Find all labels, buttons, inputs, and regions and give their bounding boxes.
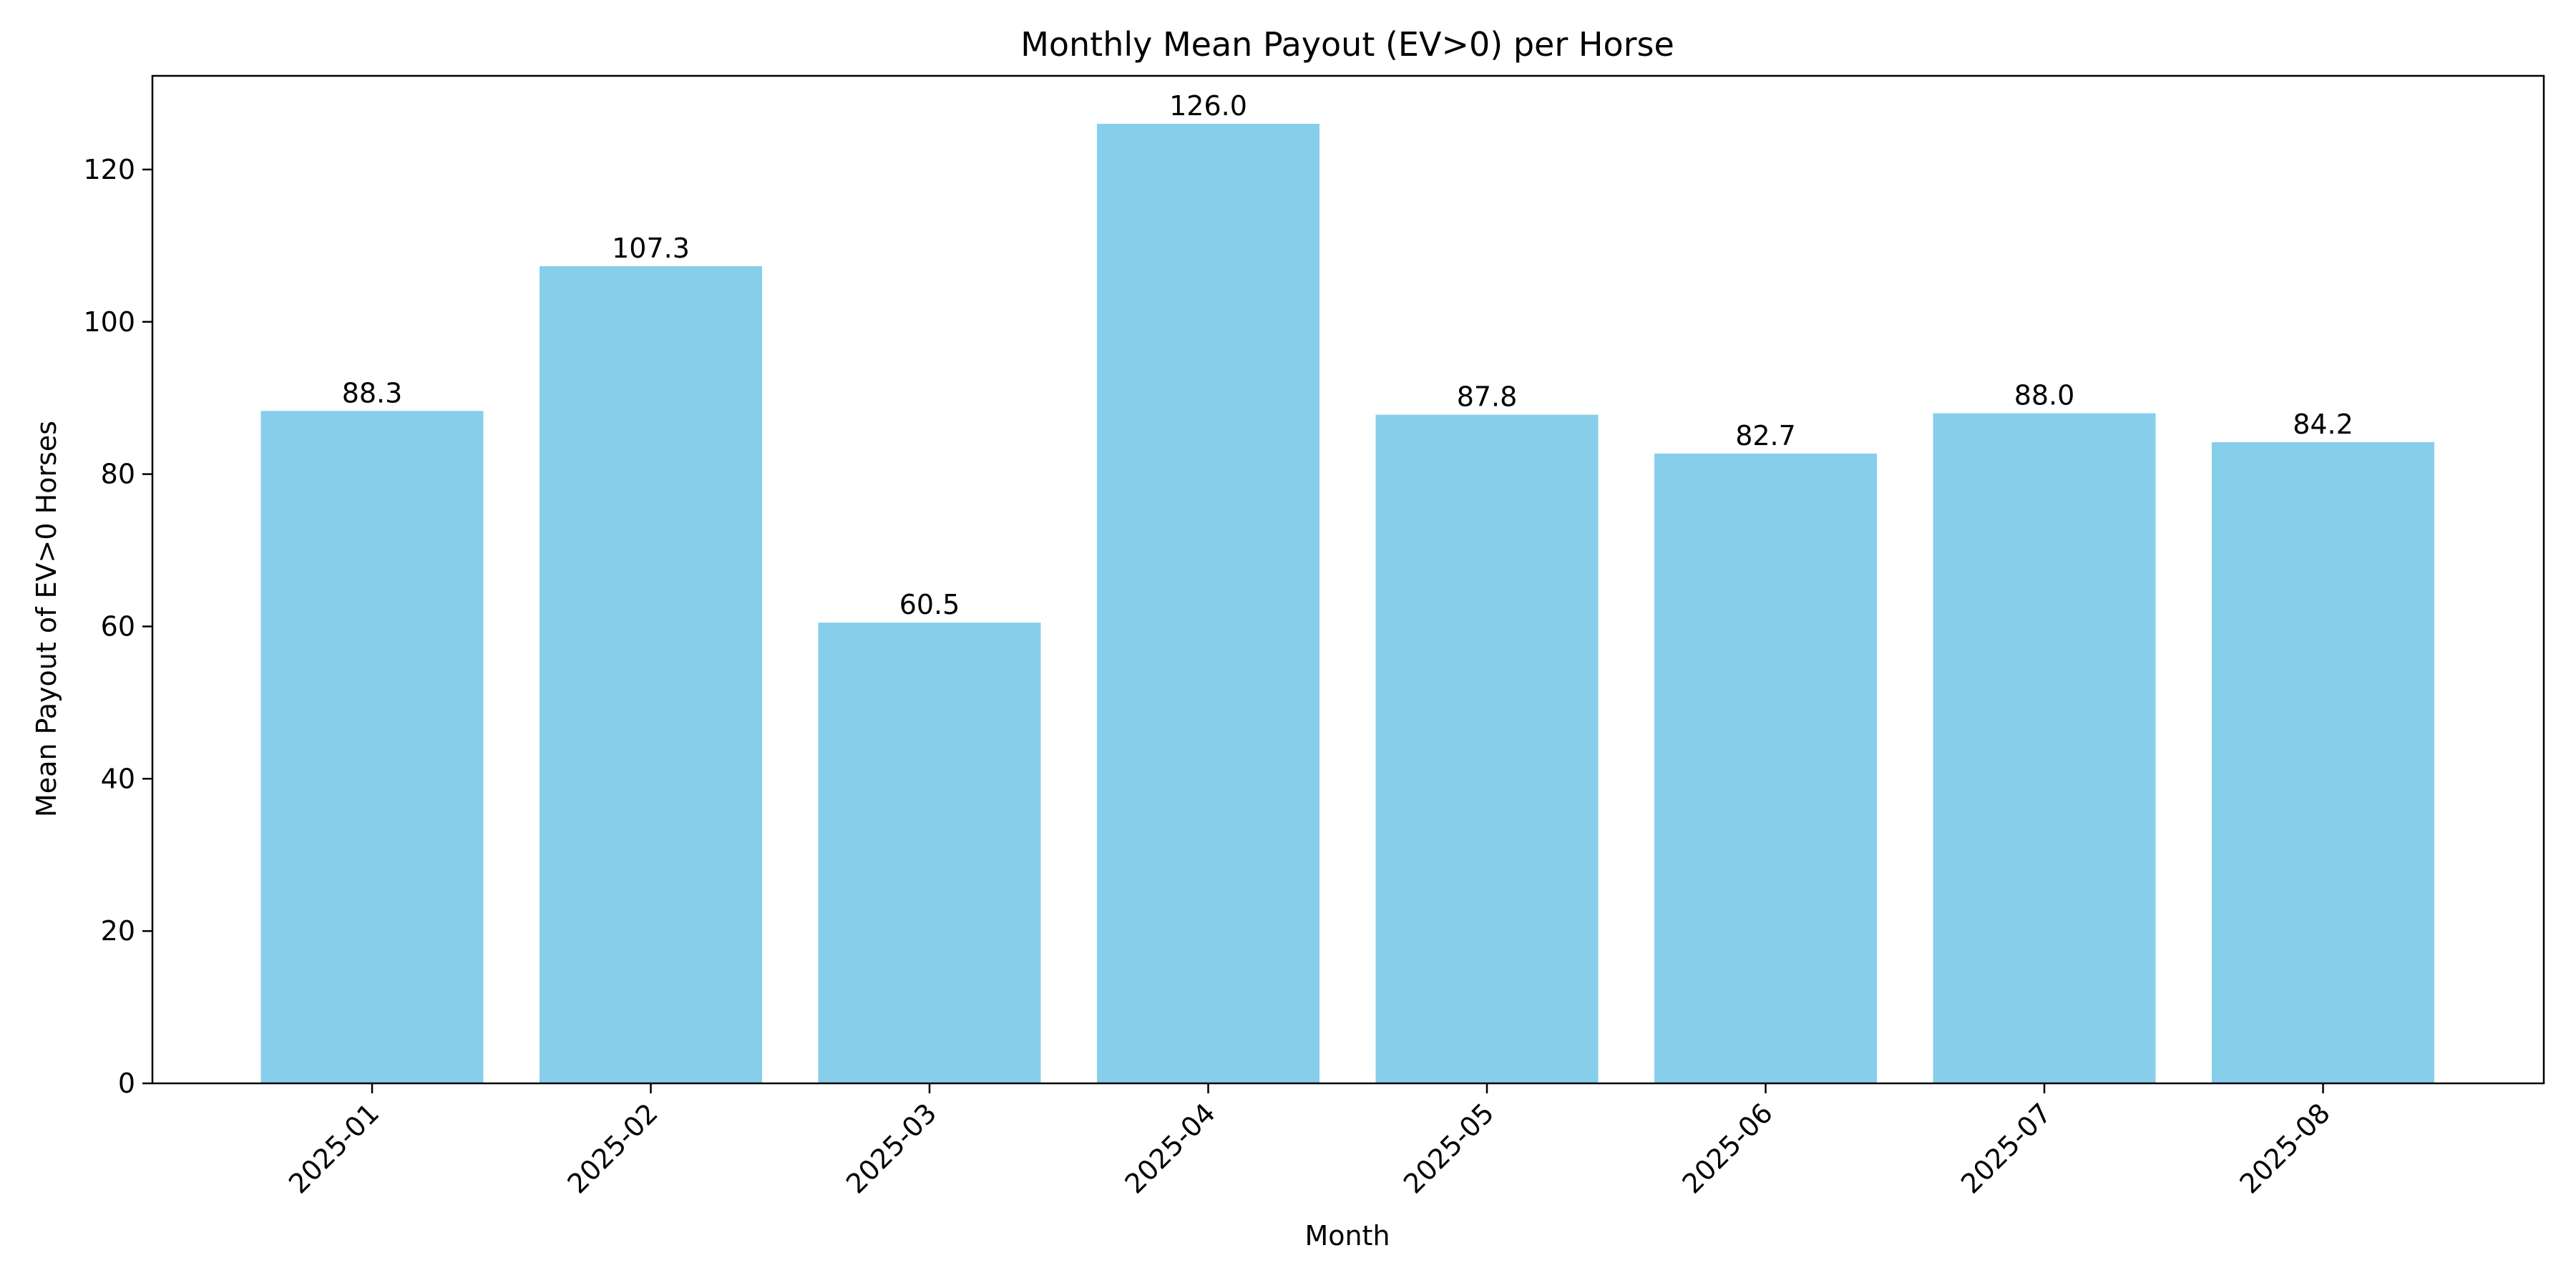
bar-value-label: 87.8 [1457,381,1518,413]
bar-2025-01 [260,411,484,1083]
bar-value-label: 82.7 [1735,420,1796,452]
y-tick-label: 60 [101,610,135,642]
bar-value-label: 107.3 [612,233,690,264]
y-tick-label: 100 [83,306,135,338]
chart-title: Monthly Mean Payout (EV>0) per Horse [1020,25,1674,64]
bar-2025-04 [1097,124,1319,1084]
y-tick-label: 0 [118,1068,135,1099]
bar-2025-03 [818,623,1041,1083]
y-tick-label: 20 [101,915,135,947]
bar-2025-08 [2212,441,2434,1083]
bars-layer: 88.3 107.3 60.5 126.0 87.8 82.7 88.0 84.2 [260,90,2434,1084]
bar-2025-06 [1654,453,1877,1083]
x-axis-label: Month [1304,1220,1390,1252]
y-tick-label: 120 [83,154,135,185]
y-tick-label: 80 [101,459,135,490]
y-axis-label: Mean Payout of EV>0 Horses [31,421,62,817]
bar-2025-07 [1933,413,2156,1083]
bar-value-label: 88.3 [342,377,403,409]
bar-value-label: 60.5 [899,589,960,620]
plot-frame [151,74,2545,1085]
bar-value-label: 126.0 [1169,90,1247,122]
bar-2025-02 [540,266,762,1083]
bar-2025-05 [1375,414,1599,1083]
y-tick-label: 40 [101,763,135,794]
bar-value-label: 88.0 [2014,379,2075,411]
bar-value-label: 84.2 [2293,409,2353,440]
